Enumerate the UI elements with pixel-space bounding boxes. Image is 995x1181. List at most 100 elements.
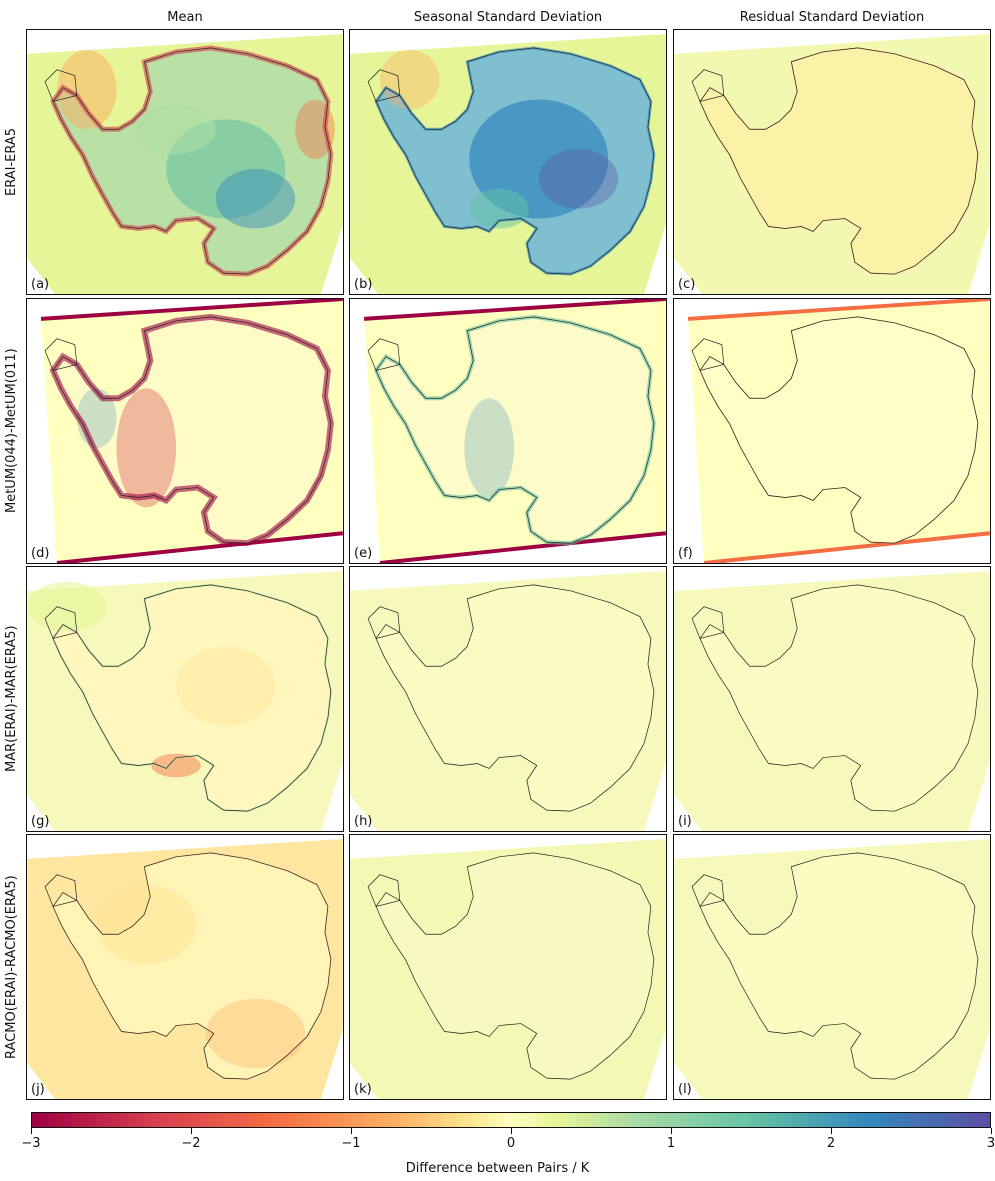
colorbar-tick [511,1128,512,1134]
column-title-residual: Residual Standard Deviation [739,10,925,25]
coastline [52,47,332,275]
map-panel: (b) [349,29,667,295]
antarctica-map [350,838,666,1099]
map-panel: (g) [26,566,344,832]
colorbar-tick-label: 0 [506,1136,516,1151]
field-anomaly [151,753,201,778]
antarctica-map [350,33,666,294]
coastline [52,584,332,812]
coastline [691,338,725,371]
coastline [44,874,78,907]
panel-label: (c) [678,277,696,292]
field-anomalies [96,884,306,1069]
antarctica-map [674,570,990,831]
panel-label: (g) [31,814,50,829]
colorbar-tick [991,1128,992,1134]
ice-sheet-field [53,316,331,544]
antarctica-map [27,570,343,831]
map-panel: (l) [673,834,991,1100]
row-title-metum: MetUM(044)-MetUM(011) [4,348,19,514]
colorbar-tick-label: −2 [181,1136,201,1151]
field-anomaly [56,49,117,130]
coastline [699,316,979,544]
map-panel: (j) [26,834,344,1100]
field-anomaly [379,49,440,110]
field-anomaly [27,581,107,632]
colorbar-tick [351,1128,352,1134]
ice-sheet-field [376,852,654,1080]
field-anomalies [56,49,335,229]
column-title-seasonal: Seasonal Standard Deviation [413,10,603,25]
field-anomaly [215,168,296,229]
panel-label: (k) [354,1082,372,1097]
domain-edge-artifact [363,299,666,563]
colorbar-tick [831,1128,832,1134]
ice-sheet-field [700,316,978,544]
coastline [691,606,725,639]
colorbar-tick-label: 1 [666,1136,676,1151]
field-anomaly [464,398,514,498]
coastline [691,69,725,102]
field-anomalies [464,398,514,498]
panel-label: (e) [354,546,373,561]
coastline [375,316,655,544]
colorbar-label: Difference between Pairs / K [405,1161,590,1176]
row-title-mar: MAR(ERAI)-MAR(ERA5) [4,625,19,773]
map-panel: (e) [349,298,667,564]
ice-sheet-field [53,852,331,1080]
ice-sheet-field [700,47,978,275]
ice-sheet-field [376,316,654,544]
colorbar-tick-label: −3 [21,1136,41,1151]
colorbar-tick [671,1128,672,1134]
coastline [375,584,655,812]
panel-label: (a) [31,277,50,292]
field-anomaly [96,884,196,965]
row-title-erai-era5: ERAI-ERA5 [4,127,19,197]
coastline [52,316,332,544]
antarctica-map [27,838,343,1099]
colorbar-tick [191,1128,192,1134]
coastline [44,338,78,371]
map-panel: (c) [673,29,991,295]
field-anomaly [116,388,177,508]
column-title-mean: Mean [167,10,203,25]
antarctica-map [40,299,343,563]
panel-label: (j) [31,1082,45,1097]
domain-edge-artifact [687,299,990,563]
antarctica-map [674,33,990,294]
coastline [44,69,78,102]
row-title-racmo: RACMO(ERAI)-RACMO(ERA5) [4,875,19,1059]
coastline [699,852,979,1080]
field-anomaly [205,998,306,1069]
ice-sheet-field [700,584,978,812]
colorbar-tick-label: 2 [826,1136,836,1151]
map-panel: (a) [26,29,344,295]
coastline [44,606,78,639]
field-anomalies [27,581,276,778]
colorbar-tick-label: −1 [341,1136,361,1151]
colorbar-tick [31,1128,32,1134]
panel-label: (d) [31,546,50,561]
antarctica-map [350,570,666,831]
antarctica-map [674,838,990,1099]
panel-label: (l) [678,1082,692,1097]
colorbar-tick-label: 3 [986,1136,995,1151]
map-panel: (h) [349,566,667,832]
panel-label: (b) [354,277,373,292]
coastline [367,69,401,102]
coastline [691,874,725,907]
ice-sheet-field [376,584,654,812]
domain-edge-artifact [40,299,343,563]
field-anomaly [176,646,276,726]
panel-label: (h) [354,814,373,829]
coastline [52,852,332,1080]
coastline [375,852,655,1080]
map-panel: (i) [673,566,991,832]
map-panel: (d) [26,298,344,564]
antarctica-map [687,299,990,563]
ice-sheet-field [53,584,331,812]
ice-sheet-field [700,852,978,1080]
panel-label: (f) [678,546,693,561]
coastline [367,606,401,639]
antarctica-map [363,299,666,563]
